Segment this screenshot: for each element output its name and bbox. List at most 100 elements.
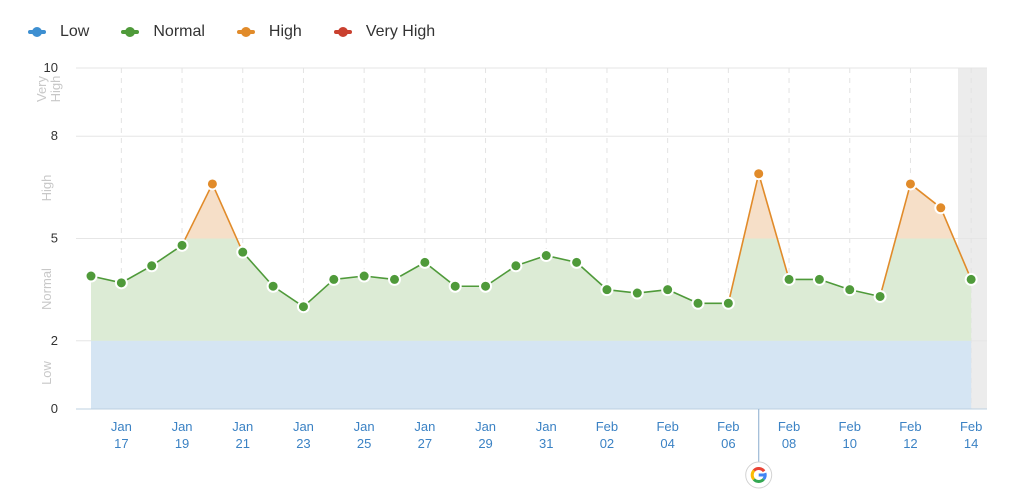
area-fill-high [185,173,954,239]
band-label-normal: Normal [39,268,54,310]
y-tick-label: 8 [51,128,58,143]
data-point-feb-11[interactable] [873,289,887,303]
x-tick-month: Jan [172,419,193,434]
series-line-segment [727,173,760,304]
data-point-feb-08[interactable] [782,272,796,286]
series-line-segment [940,207,972,280]
series-line-segment [242,251,274,287]
data-point-jan-18[interactable] [145,259,159,273]
data-point-jan-23[interactable] [296,300,310,314]
legend-label: Very High [365,23,436,40]
legend-swatch-icon [236,26,255,38]
band-label-low: Low [39,360,54,384]
data-point-feb-02[interactable] [600,283,614,297]
x-tick-day: 14 [964,436,978,451]
data-point-feb-07[interactable] [752,167,766,181]
x-tick-month: Jan [111,419,132,434]
data-point-feb-10[interactable] [843,283,857,297]
band-label-very-high: VeryHigh [34,75,63,102]
legend-swatch-icon [333,26,352,38]
y-tick-label: 0 [51,401,58,416]
x-tick-month: Jan [354,419,375,434]
x-tick-day: 21 [236,436,250,451]
series-line-segment [879,183,912,297]
data-point-feb-01[interactable] [570,255,584,269]
x-tick-day: 29 [478,436,492,451]
x-tick-day: 17 [114,436,128,451]
data-point-jan-29[interactable] [479,279,493,293]
legend-label: Low [60,23,90,40]
x-tick-day: 31 [539,436,553,451]
legend-swatch-icon [28,26,46,38]
data-point-jan-26[interactable] [388,272,401,286]
google-icon-bar [758,473,766,477]
y-tick-label: 2 [51,333,58,348]
data-point-jan-24[interactable] [327,272,341,286]
x-tick-month: Feb [596,419,618,434]
data-point-feb-06[interactable] [721,296,735,310]
area-fill-low [91,340,972,409]
series-line-segment [576,261,608,291]
legend-label: Normal [153,23,205,40]
data-point-jan-16[interactable] [84,269,98,283]
data-point-jan-30[interactable] [509,259,523,273]
data-point-feb-13[interactable] [934,201,948,215]
y-tick-label: 10 [44,60,58,75]
data-point-feb-05[interactable] [691,296,705,310]
data-point-jan-25[interactable] [357,269,371,283]
x-tick-day: 25 [357,436,371,451]
series-line-segment [757,173,790,280]
x-tick-month: Feb [717,419,739,434]
data-point-jan-28[interactable] [448,279,462,293]
data-point-jan-27[interactable] [418,255,432,269]
band-very-high-zone [76,68,987,137]
y-tick-label: 5 [51,231,58,246]
band-label-very-high-line: High [48,76,63,103]
band-label-very-high-line: Very [34,75,49,102]
google-icon-arc [752,467,766,473]
chart-legend: Low Normal High Very High [28,18,467,46]
series-line-segment [181,183,214,246]
legend-item-very-high[interactable]: Very High [333,23,436,41]
x-tick-day: 04 [660,436,674,451]
x-tick-month: Feb [899,419,921,434]
x-tick-month: Feb [656,419,678,434]
series-line-segment [211,183,244,253]
x-tick-day: 19 [175,436,189,451]
google-icon-arc [750,469,756,481]
data-point-jan-17[interactable] [114,276,128,290]
data-point-feb-09[interactable] [812,272,826,286]
series-line-segment [302,278,335,308]
x-tick-day: 12 [903,436,917,451]
x-tick-day: 06 [721,436,735,451]
data-point-jan-20[interactable] [205,177,219,191]
legend-item-normal[interactable]: Normal [121,23,205,41]
google-icon-arc [752,478,765,483]
x-tick-month: Feb [839,419,861,434]
legend-label: High [268,23,302,40]
data-point-jan-22[interactable] [266,279,280,293]
legend-swatch-icon [121,26,140,38]
legend-item-high[interactable]: High [236,23,302,41]
x-tick-month: Jan [414,419,435,434]
data-point-feb-12[interactable] [903,177,917,191]
google-icon[interactable] [745,461,773,489]
data-point-jan-31[interactable] [539,249,553,263]
x-tick-day: 27 [418,436,432,451]
data-point-jan-19[interactable] [175,238,189,252]
x-tick-month: Jan [475,419,496,434]
x-tick-month: Feb [960,419,982,434]
data-point-feb-03[interactable] [630,286,644,300]
x-tick-day: 10 [843,436,857,451]
data-point-jan-21[interactable] [236,245,250,259]
x-tick-day: 23 [296,436,310,451]
data-point-feb-04[interactable] [661,283,675,297]
x-tick-day: 02 [600,436,614,451]
x-tick-day: 08 [782,436,796,451]
data-point-feb-14[interactable] [964,272,978,286]
legend-item-low[interactable]: Low [28,23,89,41]
band-label-high: High [39,175,54,202]
x-tick-month: Jan [232,419,253,434]
x-tick-month: Jan [293,419,314,434]
